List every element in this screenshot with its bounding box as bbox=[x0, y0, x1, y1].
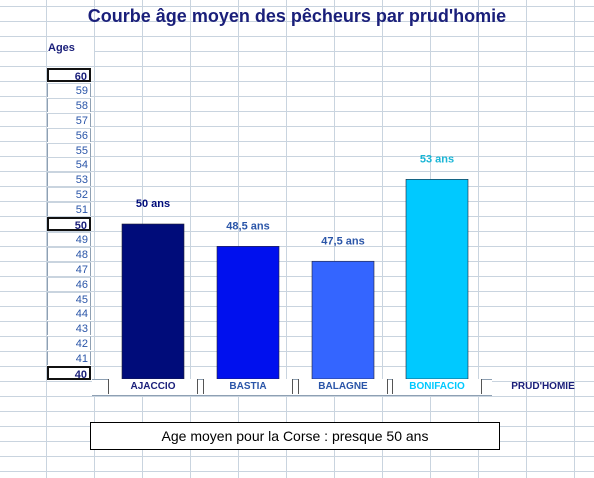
bar-ajaccio bbox=[121, 223, 185, 380]
category-label: BONIFACIO bbox=[392, 379, 482, 394]
y-tick-label: 52 bbox=[47, 187, 91, 202]
footer-note: Age moyen pour la Corse : presque 50 ans bbox=[90, 422, 500, 450]
bar-bonifacio bbox=[405, 179, 469, 380]
y-tick-label: 40 bbox=[47, 366, 91, 381]
y-tick-label: 45 bbox=[47, 291, 91, 306]
data-label: 50 ans bbox=[136, 198, 170, 210]
y-tick-label: 57 bbox=[47, 112, 91, 127]
data-label: 47,5 ans bbox=[321, 235, 364, 247]
y-tick-label: 50 bbox=[47, 217, 91, 232]
chart-title: Courbe âge moyen des pêcheurs par prud'h… bbox=[87, 6, 507, 26]
y-tick-label: 49 bbox=[47, 231, 91, 246]
bar-balagne bbox=[311, 260, 375, 380]
category-label: BALAGNE bbox=[298, 379, 388, 394]
y-tick-label: 60 bbox=[47, 68, 91, 83]
y-tick-label: 43 bbox=[47, 321, 91, 336]
y-tick-label: 48 bbox=[47, 246, 91, 261]
category-label: AJACCIO bbox=[108, 379, 198, 394]
y-axis-title: Ages bbox=[48, 41, 94, 56]
y-tick-label: 46 bbox=[47, 276, 91, 291]
data-label: 48,5 ans bbox=[226, 220, 269, 232]
data-label: 53 ans bbox=[420, 153, 454, 165]
category-label: BASTIA bbox=[203, 379, 293, 394]
y-tick-label: 42 bbox=[47, 336, 91, 351]
y-tick-label: 59 bbox=[47, 82, 91, 97]
y-tick-label: 41 bbox=[47, 351, 91, 366]
y-tick-label: 51 bbox=[47, 202, 91, 217]
y-tick-label: 53 bbox=[47, 172, 91, 187]
y-tick-label: 58 bbox=[47, 97, 91, 112]
y-tick-label: 47 bbox=[47, 261, 91, 276]
bar-bastia bbox=[216, 246, 280, 380]
y-tick-label: 55 bbox=[47, 142, 91, 157]
y-tick-label: 54 bbox=[47, 157, 91, 172]
y-tick-label: 56 bbox=[47, 127, 91, 142]
x-axis-title: PRUD'HOMIE bbox=[511, 381, 575, 392]
y-tick-label: 44 bbox=[47, 306, 91, 321]
